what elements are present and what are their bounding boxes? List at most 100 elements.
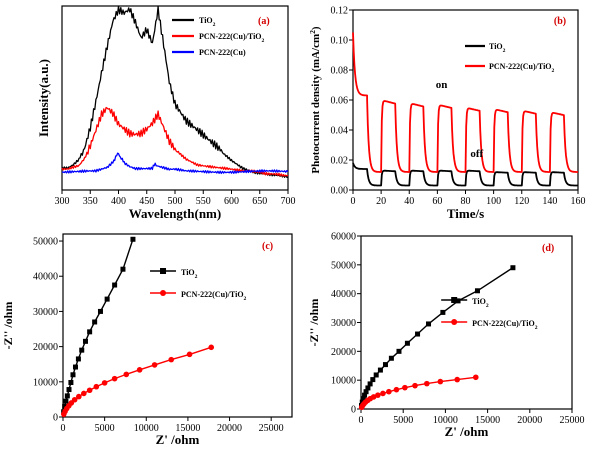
panel-c-point-pcn-222-cu-tio2 — [76, 393, 82, 400]
panel-b-x-tick-label: 40 — [404, 196, 414, 207]
panel-b-photocurrent: 0 20 40 60 80 100 120 140 160 0.00 0.02 0.04 0.06 0.0… — [308, 6, 586, 222]
panel-b-ylabel: Photocurrent density (mA/cm2) — [308, 26, 323, 174]
panel-c-y-tick-label: 30000 — [33, 307, 58, 318]
panel-c-point-tio2 — [97, 308, 103, 314]
panel-d-point-pcn-222-cu-tio2 — [402, 384, 408, 391]
panel-c-legend-pcn-222-cu-tio2: PCN-222(Cu)/TiO2 — [181, 290, 247, 302]
panel-d-y-tick-label: 20000 — [331, 347, 356, 358]
panel-b-annotation-on: on — [436, 79, 448, 91]
panel-d-y-tick-label: 0 — [351, 405, 356, 416]
panel-b-x-tick-label: 160 — [571, 196, 586, 207]
panel-b-series-tio2 — [352, 162, 579, 187]
panel-c-x-tick-label: 5000 — [95, 423, 115, 434]
panel-c-y-tick-label: 10000 — [33, 377, 58, 388]
panel-c-point-tio2 — [82, 338, 88, 344]
panel-d-point-tio2 — [415, 331, 421, 337]
panel-d-y-tick-label: 40000 — [331, 289, 356, 300]
panel-d-tag: (d) — [542, 243, 554, 254]
panel-d-y-tick-label: 30000 — [331, 318, 356, 329]
panel-b-legend-pcn-222-cu-tio2: PCN-222(Cu)/TiO2 — [489, 62, 555, 74]
panel-c-point-tio2 — [92, 319, 98, 325]
panel-c-point-pcn-222-cu-tio2 — [86, 387, 93, 394]
panel-c-point-tio2 — [87, 329, 93, 335]
panel-c-point-tio2 — [72, 364, 78, 370]
panel-a-x-tick-label: 700 — [281, 196, 296, 207]
panel-b-series-pcn-222-cu-tio2 — [352, 32, 579, 173]
panel-c-point-tio2 — [63, 398, 69, 404]
panel-d-point-tio2 — [362, 392, 368, 398]
panel-c-y-tick-label: 0 — [53, 413, 58, 424]
panel-b-x-tick-label: 140 — [542, 196, 557, 207]
panel-d-point-pcn-222-cu-tio2 — [380, 390, 386, 397]
panel-c-point-pcn-222-cu-tio2 — [208, 344, 215, 351]
panel-d-point-pcn-222-cu-tio2 — [370, 394, 377, 400]
panel-c-point-pcn-222-cu-tio2 — [168, 356, 175, 363]
panel-d-point-tio2 — [360, 396, 366, 402]
panel-b-xlabel: Time/s — [447, 206, 484, 221]
panel-a-x-tick-label: 300 — [55, 196, 70, 207]
panel-d-x-tick-label: 10000 — [433, 415, 458, 426]
panel-d-point-pcn-222-cu-tio2 — [412, 382, 418, 389]
panel-b-legend-tio2: TiO2 — [489, 42, 506, 54]
panel-a-legend-pcn-222-cu: PCN-222(Cu) — [199, 48, 246, 57]
panel-c-point-tio2 — [64, 393, 70, 399]
panel-b-x-tick-label: 80 — [461, 196, 471, 207]
panel-b-x-tick-label: 120 — [514, 196, 529, 207]
panel-a-x-tick-label: 600 — [224, 196, 239, 207]
panel-d-point-pcn-222-cu-tio2 — [424, 380, 430, 387]
panel-c-point-tio2 — [66, 387, 72, 393]
panel-a-x-tick-label: 400 — [111, 196, 126, 207]
panel-c-ylabel: -Z'' /ohm — [1, 302, 15, 350]
panel-c-point-tio2 — [62, 403, 68, 409]
panel-c-point-tio2 — [112, 282, 118, 288]
panel-d-point-tio2 — [455, 298, 461, 304]
panel-a-series-pcn-222-cu — [61, 152, 289, 175]
panel-d-point-tio2 — [377, 367, 383, 373]
panel-b-x-tick-label: 0 — [351, 196, 356, 207]
panel-d-legend-tio2: TiO2 — [472, 297, 489, 309]
panel-c-tag: (c) — [262, 241, 273, 252]
panel-b-y-tick-label: 0.04 — [331, 126, 349, 137]
panel-d-ylabel: -Z'' /ohm — [307, 299, 321, 347]
panel-a-tag: (a) — [258, 16, 270, 27]
panel-d-legend-pcn-222-cu-tio2: PCN-222(Cu)/TiO2 — [472, 319, 538, 331]
panel-d-point-pcn-222-cu-tio2 — [472, 374, 479, 381]
panel-d-x-tick-label: 0 — [359, 415, 364, 426]
panel-c-series-line-pcn-222-cu-tio2 — [62, 346, 212, 418]
panel-a-photoluminescence: 300 350 400 450 500 550 600 650 700 TiO2 PCN-222(C… — [36, 5, 296, 221]
panel-d-point-tio2 — [426, 321, 432, 327]
panel-b-x-tick-label: 100 — [486, 196, 501, 207]
panel-d-x-tick-label: 25000 — [560, 415, 585, 426]
panel-d-point-tio2 — [373, 372, 379, 378]
panel-d-point-pcn-222-cu-tio2 — [393, 386, 400, 393]
panel-d-point-tio2 — [440, 309, 446, 315]
panel-d-point-pcn-222-cu-tio2 — [437, 378, 444, 385]
panel-c-point-pcn-222-cu-tio2 — [81, 390, 87, 397]
panel-b-annotation-off: off — [470, 148, 483, 160]
panel-c-legend-tio2: TiO2 — [181, 268, 198, 280]
panel-d-legend-marker-pcn-222-cu-tio2 — [451, 319, 458, 325]
panel-d-series-line-tio2 — [360, 267, 514, 410]
panel-c-legend-marker-tio2 — [160, 268, 167, 274]
panel-d-point-tio2 — [404, 340, 410, 346]
panel-c-xlabel: Z' /ohm — [156, 432, 200, 447]
panel-a-series-pcn-222-cu-tio2 — [61, 106, 289, 177]
panel-b-y-tick-label: 0.00 — [331, 186, 349, 197]
panel-d-point-tio2 — [382, 362, 388, 368]
panel-c-point-tio2 — [130, 236, 136, 242]
panel-c-point-pcn-222-cu-tio2 — [71, 396, 78, 403]
panel-c-point-pcn-222-cu-tio2 — [186, 351, 193, 358]
panel-c-point-pcn-222-cu-tio2 — [151, 362, 158, 368]
panel-d-x-tick-label: 5000 — [393, 415, 413, 426]
panel-b-x-tick-label: 20 — [376, 196, 386, 207]
panel-c-legend-marker-pcn-222-cu-tio2 — [160, 290, 167, 296]
panel-d-point-tio2 — [474, 288, 480, 294]
panel-d-point-tio2 — [370, 377, 376, 383]
panel-b-tag: (b) — [554, 16, 566, 27]
panel-a-legend-tio2: TiO2 — [199, 16, 216, 28]
panel-d-y-tick-label: 50000 — [331, 260, 356, 271]
panel-d-point-tio2 — [388, 355, 394, 361]
panel-c-nyquist: 0 5000 10000 15000 20000 25000 0 10000 20000 3000… — [1, 233, 293, 447]
panel-d-point-pcn-222-cu-tio2 — [454, 376, 461, 383]
